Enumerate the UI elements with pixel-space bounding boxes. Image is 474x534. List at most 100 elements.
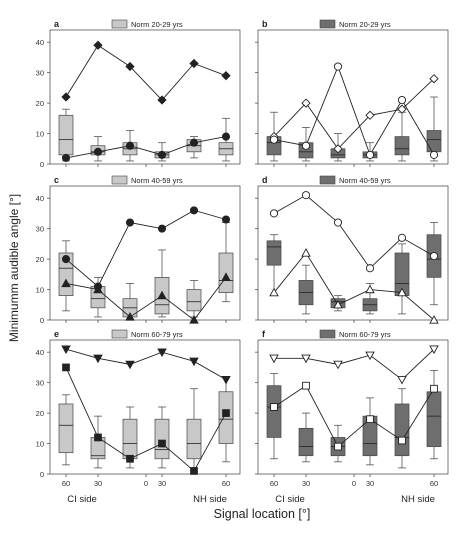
box — [298, 427, 314, 457]
marker-triangle-down — [333, 360, 343, 370]
panel-letter: f — [262, 329, 266, 339]
marker-diamond — [93, 40, 103, 50]
marker-diamond — [333, 144, 343, 154]
y-tick-label: 20 — [36, 255, 44, 264]
marker-diamond — [157, 95, 167, 105]
marker-triangle-down — [189, 357, 199, 367]
y-tick-label: 0 — [40, 316, 44, 325]
marker-triangle-up — [397, 287, 407, 297]
legend-swatch — [319, 175, 336, 185]
legend-swatch — [111, 175, 128, 185]
panel-frame — [49, 339, 241, 475]
legend-swatch — [111, 329, 128, 339]
marker-triangle-down — [269, 354, 279, 364]
marker-triangle-up — [157, 290, 167, 300]
legend-swatch — [111, 19, 128, 29]
marker-circle — [189, 138, 199, 147]
y-tick-label: 10 — [36, 440, 44, 449]
marker-triangle-up — [269, 287, 279, 297]
x-group-label: NH side — [401, 494, 435, 505]
x-tick-label: 60 — [430, 479, 438, 488]
marker-triangle-up — [429, 315, 439, 324]
marker-circle — [365, 264, 375, 273]
series-line — [273, 385, 435, 448]
y-tick-label: 40 — [36, 348, 44, 357]
marker-square — [158, 439, 166, 448]
marker-triangle-up — [61, 278, 71, 288]
marker-circle — [429, 251, 439, 261]
marker-triangle-down — [397, 375, 407, 385]
series-line — [273, 252, 435, 321]
y-tick-label: 20 — [36, 99, 44, 108]
x-group-label: NH side — [193, 494, 227, 505]
y-tick-label: 30 — [36, 225, 44, 234]
box — [186, 289, 202, 312]
marker-square — [302, 381, 310, 390]
box — [154, 418, 170, 460]
x-tick-label: 0 — [144, 479, 148, 488]
box — [426, 391, 442, 447]
box — [58, 114, 74, 156]
marker-triangle-down — [365, 351, 375, 361]
marker-square — [334, 442, 342, 451]
marker-circle — [301, 191, 311, 200]
marker-triangle-up — [189, 315, 199, 324]
marker-diamond — [61, 92, 71, 102]
marker-circle — [269, 135, 279, 144]
marker-triangle-down — [157, 348, 167, 358]
y-tick-label: 40 — [36, 38, 44, 47]
x-tick-label: 30 — [158, 479, 166, 488]
marker-triangle-down — [61, 345, 71, 355]
marker-circle — [429, 150, 439, 159]
legend-label: Norm 60-79 yrs — [131, 330, 183, 339]
marker-square — [430, 384, 438, 393]
series-line — [65, 44, 227, 101]
marker-circle — [157, 224, 167, 233]
panel-frame — [257, 339, 449, 475]
series-line — [65, 367, 227, 472]
marker-circle — [301, 141, 311, 150]
marker-circle — [365, 150, 375, 159]
series-line — [65, 277, 227, 321]
x-axis-label: Signal location [°] — [214, 507, 311, 521]
x-tick-label: 30 — [94, 479, 102, 488]
marker-square — [62, 363, 70, 372]
panel-frame — [257, 29, 449, 165]
marker-circle — [189, 206, 199, 215]
y-tick-label: 30 — [36, 69, 44, 78]
marker-triangle-down — [125, 360, 135, 370]
marker-square — [222, 409, 230, 417]
marker-circle — [125, 141, 135, 150]
panel-letter: b — [262, 19, 268, 29]
marker-diamond — [189, 58, 199, 69]
box — [266, 240, 282, 266]
panel-letter: a — [54, 19, 60, 29]
marker-triangle-up — [221, 272, 231, 282]
marker-circle — [269, 209, 279, 218]
box — [266, 385, 282, 438]
legend-label: Norm 40-59 yrs — [339, 176, 391, 185]
panel-letter: d — [262, 175, 268, 185]
x-tick-label: 30 — [366, 479, 374, 488]
marker-circle — [397, 95, 407, 105]
marker-square — [398, 436, 406, 445]
series-line — [273, 78, 435, 150]
marker-circle — [61, 153, 71, 162]
panel-frame — [257, 185, 449, 321]
panel-letter: e — [54, 329, 59, 339]
marker-diamond — [429, 74, 439, 84]
marker-circle — [221, 132, 231, 141]
y-tick-label: 10 — [36, 130, 44, 139]
marker-square — [366, 415, 374, 424]
panel-letter: c — [54, 175, 59, 185]
x-tick-label: 60 — [270, 479, 278, 488]
marker-circle — [397, 233, 407, 242]
marker-diamond — [125, 61, 135, 72]
box — [218, 391, 234, 444]
marker-square — [190, 467, 198, 475]
panel-frame — [49, 29, 241, 165]
box — [394, 136, 410, 156]
marker-diamond — [301, 98, 311, 108]
box — [186, 418, 202, 460]
